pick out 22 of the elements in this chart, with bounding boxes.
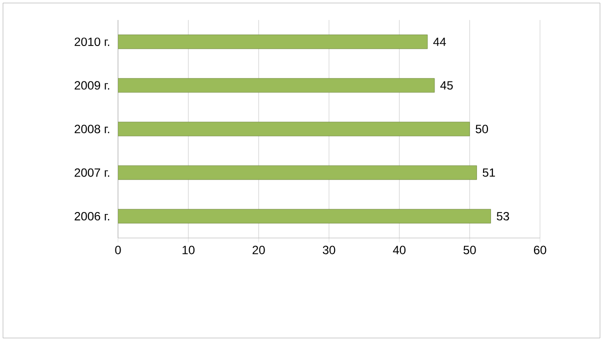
data-label: 44 (433, 38, 446, 46)
x-tick-label: 0 (115, 246, 121, 254)
data-label: 50 (476, 124, 488, 134)
y-tick-label: 2006 г. (74, 212, 110, 220)
y-tick-label: 2010 г. (74, 38, 110, 46)
data-label: 53 (496, 212, 510, 220)
bar (118, 78, 435, 93)
x-tick-label: 60 (534, 246, 546, 254)
bar (118, 34, 428, 50)
y-tick-label: 2007 г. (74, 168, 110, 177)
x-tick-label: 30 (322, 246, 336, 254)
bar (118, 122, 470, 136)
bar (118, 165, 477, 180)
y-tick-label: 2008 г. (74, 124, 110, 134)
data-label: 45 (440, 81, 453, 90)
data-label: 51 (482, 168, 495, 177)
bar (118, 209, 491, 224)
x-tick-label: 40 (392, 246, 406, 254)
y-tick-label: 2009 г. (74, 81, 110, 90)
x-tick-label: 10 (182, 246, 195, 254)
x-tick-label: 20 (252, 246, 265, 254)
x-tick-label: 50 (464, 246, 476, 254)
